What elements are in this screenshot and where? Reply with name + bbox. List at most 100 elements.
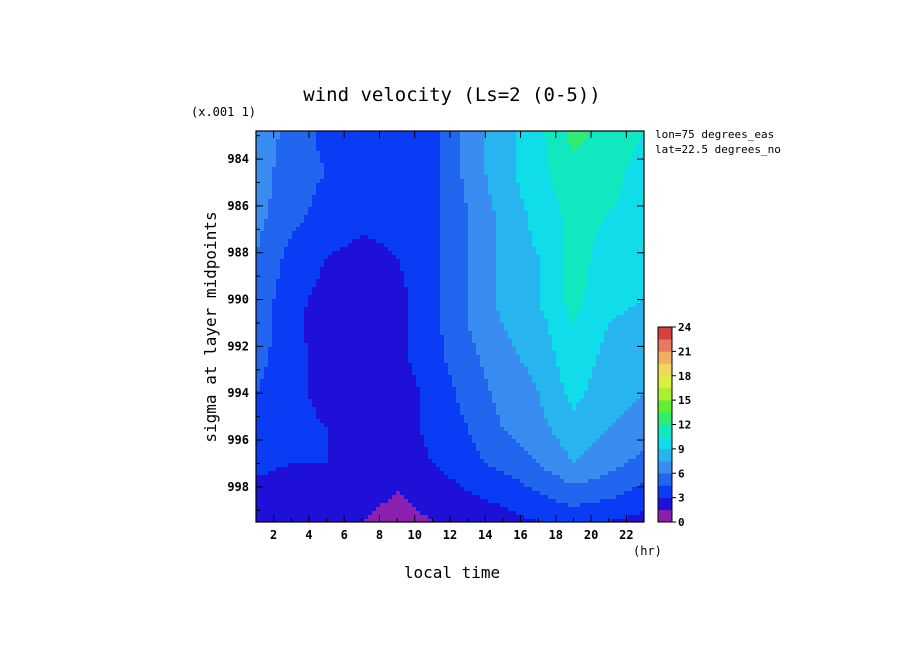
heatmap-cell <box>348 251 353 256</box>
heatmap-cell <box>616 139 621 144</box>
heatmap-cell <box>548 283 553 288</box>
heatmap-cell <box>452 279 457 284</box>
heatmap-cell <box>288 175 293 180</box>
heatmap-cell <box>352 147 357 152</box>
heatmap-cell <box>580 219 585 224</box>
heatmap-cell <box>628 167 633 172</box>
heatmap-cell <box>492 291 497 296</box>
heatmap-cell <box>632 227 637 232</box>
heatmap-cell <box>448 179 453 184</box>
heatmap-cell <box>492 239 497 244</box>
heatmap-cell <box>628 303 633 308</box>
heatmap-cell <box>324 227 329 232</box>
heatmap-cell <box>388 183 393 188</box>
heatmap-cell <box>500 279 505 284</box>
heatmap-cell <box>512 231 517 236</box>
heatmap-cell <box>432 255 437 260</box>
heatmap-cell <box>460 299 465 304</box>
heatmap-cell <box>264 199 269 204</box>
heatmap-cell <box>480 159 485 164</box>
heatmap-cell <box>636 171 641 176</box>
heatmap-cell <box>500 155 505 160</box>
heatmap-cell <box>560 143 565 148</box>
heatmap-cell <box>612 175 617 180</box>
heatmap-cell <box>336 279 341 284</box>
heatmap-cell <box>620 323 625 328</box>
heatmap-cell <box>348 179 353 184</box>
heatmap-cell <box>396 259 401 264</box>
heatmap-cell <box>308 315 313 320</box>
heatmap-cell <box>600 231 605 236</box>
heatmap-cell <box>396 135 401 140</box>
heatmap-cell <box>452 187 457 192</box>
heatmap-cell <box>632 283 637 288</box>
heatmap-cell <box>280 295 285 300</box>
heatmap-cell <box>544 319 549 324</box>
heatmap-cell <box>472 271 477 276</box>
heatmap-cell <box>284 287 289 292</box>
heatmap-cell <box>584 203 589 208</box>
heatmap-cell <box>512 155 517 160</box>
heatmap-cell <box>520 267 525 272</box>
heatmap-cell <box>536 251 541 256</box>
heatmap-cell <box>292 287 297 292</box>
heatmap-cell <box>468 319 473 324</box>
heatmap-cell <box>492 147 497 152</box>
heatmap-cell <box>288 219 293 224</box>
heatmap-cell <box>472 259 477 264</box>
heatmap-cell <box>476 247 481 252</box>
heatmap-cell <box>620 303 625 308</box>
heatmap-cell <box>392 311 397 316</box>
heatmap-cell <box>576 295 581 300</box>
heatmap-cell <box>256 331 261 336</box>
heatmap-cell <box>256 319 261 324</box>
heatmap-cell <box>584 287 589 292</box>
heatmap-cell <box>304 135 309 140</box>
heatmap-cell <box>480 319 485 324</box>
heatmap-cell <box>572 295 577 300</box>
heatmap-cell <box>592 331 597 336</box>
heatmap-cell <box>308 271 313 276</box>
heatmap-cell <box>476 283 481 288</box>
heatmap-cell <box>464 183 469 188</box>
heatmap-cell <box>436 223 441 228</box>
heatmap-cell <box>604 207 609 212</box>
heatmap-cell <box>476 155 481 160</box>
heatmap-cell <box>344 151 349 156</box>
heatmap-cell <box>368 283 373 288</box>
heatmap-cell <box>296 151 301 156</box>
heatmap-cell <box>564 135 569 140</box>
heatmap-cell <box>432 171 437 176</box>
heatmap-cell <box>404 215 409 220</box>
heatmap-cell <box>572 211 577 216</box>
heatmap-cell <box>296 255 301 260</box>
heatmap-cell <box>600 151 605 156</box>
heatmap-cell <box>324 191 329 196</box>
heatmap-cell <box>436 279 441 284</box>
heatmap-cell <box>348 231 353 236</box>
heatmap-cell <box>576 251 581 256</box>
heatmap-cell <box>540 187 545 192</box>
heatmap-cell <box>572 239 577 244</box>
heatmap-cell <box>632 183 637 188</box>
heatmap-cell <box>292 219 297 224</box>
heatmap-cell <box>612 147 617 152</box>
heatmap-cell <box>464 151 469 156</box>
heatmap-cell <box>420 299 425 304</box>
heatmap-cell <box>400 323 405 328</box>
heatmap-cell <box>408 307 413 312</box>
heatmap-cell <box>584 235 589 240</box>
heatmap-cell <box>640 323 644 328</box>
heatmap-cell <box>324 279 329 284</box>
heatmap-cell <box>528 271 533 276</box>
heatmap-cell <box>268 279 273 284</box>
heatmap-cell <box>328 231 333 236</box>
heatmap-cell <box>556 163 561 168</box>
heatmap-cell <box>324 311 329 316</box>
heatmap-cell <box>520 195 525 200</box>
heatmap-cell <box>272 187 277 192</box>
heatmap-cell <box>260 187 265 192</box>
heatmap-cell <box>360 311 365 316</box>
heatmap-cell <box>396 299 401 304</box>
heatmap-cell <box>388 135 393 140</box>
